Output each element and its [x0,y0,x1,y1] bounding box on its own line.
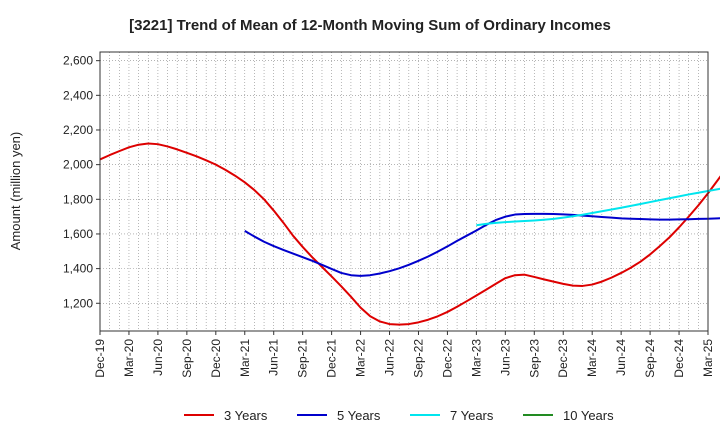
series-lines [99,142,720,326]
x-tick-label: Mar-22 [354,339,368,377]
x-tick-label: Mar-24 [585,339,599,377]
axis-ticks: Dec-19 Mar-20 Jun-20 Sep-20 Dec-20 Mar-21 Jun-… [63,54,715,378]
legend-label-5-years: 5 Years [337,408,381,423]
x-tick-label: Jun-22 [383,339,397,376]
legend-label-10-years: 10 Years [563,408,614,423]
y-tick-label: 2,200 [63,123,93,137]
y-tick-label: 1,200 [63,296,93,310]
x-tick-label: Dec-20 [209,339,223,378]
x-tick-label: Jun-24 [614,339,628,376]
x-tick-label: Mar-25 [701,339,715,377]
y-tick-label: 1,600 [63,227,93,241]
chart-title: [3221] Trend of Mean of 12-Month Moving … [129,17,611,34]
x-tick-label: Sep-23 [527,339,541,378]
legend-label-7-years: 7 Years [450,408,494,423]
y-axis-label: Amount (million yen) [8,132,23,251]
y-tick-label: 2,400 [63,88,93,102]
x-tick-label: Dec-23 [556,339,570,378]
x-tick-label: Sep-24 [643,339,657,378]
y-tick-label: 1,800 [63,192,93,206]
series-line-5-years [244,212,720,277]
series-line-3-years [99,142,720,326]
x-tick-label: Dec-24 [672,339,686,378]
x-tick-label: Dec-21 [325,339,339,378]
x-tick-label: Jun-21 [267,339,281,376]
plot-frame [99,51,709,332]
y-tick-label: 1,400 [63,262,93,276]
x-tick-label: Jun-23 [498,339,512,376]
series-line-7-years [476,187,720,227]
y-tick-label: 2,600 [63,54,93,68]
x-tick-label: Sep-22 [411,339,425,378]
x-tick-label: Sep-21 [296,339,310,378]
y-tick-label: 2,000 [63,158,93,172]
x-tick-label: Mar-20 [122,339,136,377]
x-tick-label: Dec-19 [93,339,107,378]
x-tick-label: Jun-20 [151,339,165,376]
x-tick-label: Mar-23 [469,339,483,377]
legend: 3 Years 5 Years 7 Years 10 Years [184,408,614,423]
legend-label-3-years: 3 Years [224,408,268,423]
x-tick-label: Mar-21 [238,339,252,377]
x-tick-label: Sep-20 [180,339,194,378]
x-tick-label: Dec-22 [440,339,454,378]
grid [100,52,708,331]
